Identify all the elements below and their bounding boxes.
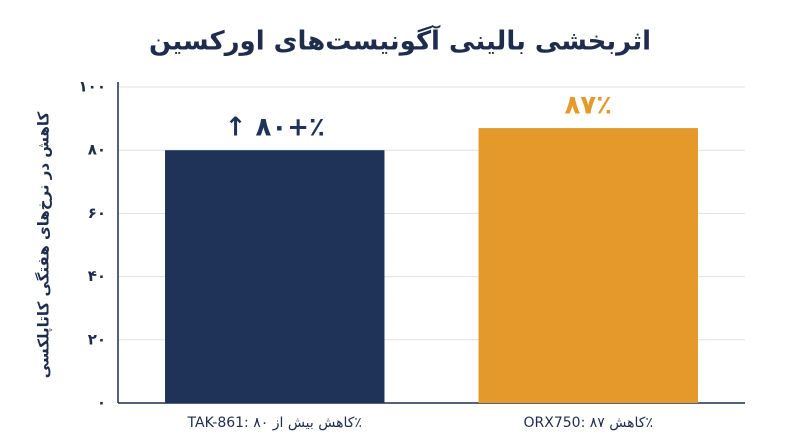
y-tick-label: ۶۰ [88,204,106,222]
y-tick-label: ۸۰ [88,141,106,159]
y-tick-label: ۰ [97,394,106,412]
value-label: ۸۷٪ [564,91,612,121]
y-tick-label: ۱۰۰ [79,78,106,96]
y-tick-label: ۴۰ [88,267,106,285]
bar [165,150,385,403]
y-tick-label: ۲۰ [88,330,106,348]
y-axis-label: کاهش در نرخ‌های هفتگی کاتاپلکسی [35,111,54,378]
x-tick-label: ORX750: کاهش ۸۷٪ [524,415,653,431]
chart-title: اثربخشی بالینی آگونیست‌های اورکسین [149,25,651,57]
x-tick-label: TAK-861: کاهش بیش از ۸۰٪ [187,415,362,431]
bar [478,128,698,403]
value-label: ↑ ۸۰+٪ [225,113,325,143]
